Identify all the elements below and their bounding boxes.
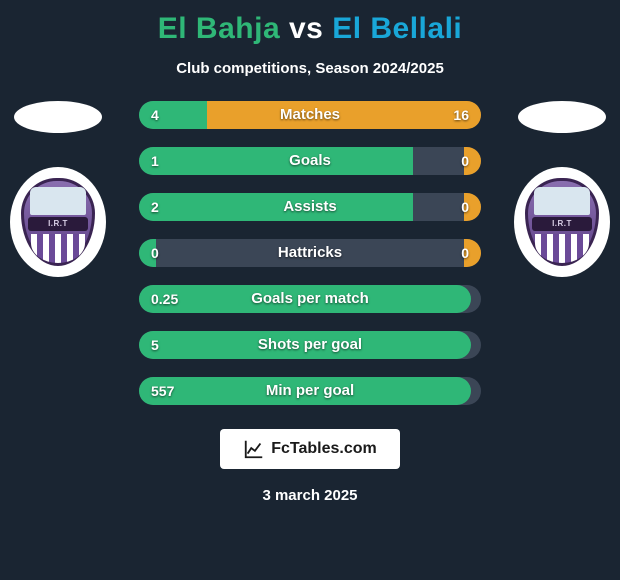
stat-label: Goals [289, 147, 331, 175]
stat-label: Matches [280, 101, 340, 129]
stat-value-right: 0 [461, 239, 469, 267]
title-player1: El Bahja [158, 12, 280, 45]
badge-top-graphic [534, 187, 590, 215]
title-player2: El Bellali [332, 12, 462, 45]
badge-text-left: I.R.T [28, 217, 88, 231]
stat-fill-left [139, 193, 413, 221]
stat-row: 4 16 Matches [139, 101, 481, 129]
stat-value-left: 4 [151, 101, 159, 129]
snapshot-date: 3 march 2025 [0, 487, 620, 504]
stat-value-left: 5 [151, 331, 159, 359]
avatar-placeholder-left [14, 101, 102, 133]
stat-value-left: 0 [151, 239, 159, 267]
stat-row: 0 0 Hattricks [139, 239, 481, 267]
player-panel-left: I.R.T [8, 101, 108, 277]
player-panel-right: I.R.T [512, 101, 612, 277]
title-vs: vs [289, 12, 323, 45]
badge-stripes [535, 234, 589, 263]
stat-label: Goals per match [251, 285, 369, 313]
stat-row: 5 Shots per goal [139, 331, 481, 359]
stat-value-left: 1 [151, 147, 159, 175]
stat-value-right: 16 [453, 101, 469, 129]
stat-row: 1 0 Goals [139, 147, 481, 175]
stat-label: Assists [283, 193, 336, 221]
badge-top-graphic [30, 187, 86, 215]
club-badge-right: I.R.T [514, 167, 610, 277]
stat-value-left: 557 [151, 377, 174, 405]
club-badge-left: I.R.T [10, 167, 106, 277]
club-badge-inner-right: I.R.T [525, 178, 599, 266]
subtitle: Club competitions, Season 2024/2025 [0, 60, 620, 77]
stat-bars-container: 4 16 Matches 1 0 Goals 2 0 Assists 0 0 Hattricks 0.2… [139, 101, 481, 405]
stat-row: 2 0 Assists [139, 193, 481, 221]
comparison-content: I.R.T I.R.T 416Matches10Goals20Assists00… [0, 101, 620, 405]
site-logo: FcTables.com [220, 429, 400, 469]
site-logo-text: FcTables.com [271, 440, 377, 458]
stat-value-right: 0 [461, 193, 469, 221]
stat-row: 0.25 Goals per match [139, 285, 481, 313]
badge-stripes [31, 234, 85, 263]
chart-icon [243, 438, 265, 460]
stat-label: Shots per goal [258, 331, 362, 359]
badge-text-right: I.R.T [532, 217, 592, 231]
stat-value-left: 2 [151, 193, 159, 221]
club-badge-inner-left: I.R.T [21, 178, 95, 266]
stat-value-right: 0 [461, 147, 469, 175]
stat-row: 557 Min per goal [139, 377, 481, 405]
stat-label: Min per goal [266, 377, 354, 405]
stat-value-left: 0.25 [151, 285, 178, 313]
stat-fill-left [139, 147, 413, 175]
stat-fill-left [139, 101, 207, 129]
stat-label: Hattricks [278, 239, 342, 267]
stat-fill-right [207, 101, 481, 129]
page-title: El Bahja vs El Bellali [0, 0, 620, 46]
avatar-placeholder-right [518, 101, 606, 133]
